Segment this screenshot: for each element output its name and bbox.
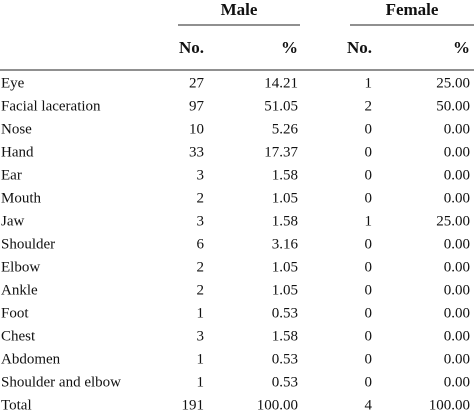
- cell: 3: [197, 213, 205, 229]
- row-label: Shoulder and elbow: [1, 374, 121, 390]
- cell: 0: [365, 121, 373, 137]
- cell: 6: [197, 236, 205, 252]
- cell: 1: [365, 213, 373, 229]
- cell: 0.00: [444, 259, 470, 275]
- row-label: Ear: [1, 167, 22, 183]
- cell: 1: [365, 75, 373, 91]
- row-label: Jaw: [1, 213, 24, 229]
- cell: 0.00: [444, 351, 470, 367]
- cell: 97: [189, 98, 205, 114]
- cell: 0.00: [444, 167, 470, 183]
- cell: 51.05: [264, 98, 298, 114]
- cell: 0.00: [444, 374, 470, 390]
- cell: 0.53: [272, 374, 298, 390]
- row-label: Eye: [1, 75, 25, 91]
- cell: 0.00: [444, 305, 470, 321]
- group-header: Female: [386, 0, 439, 19]
- cell: 0.00: [444, 190, 470, 206]
- cell: 0: [365, 282, 373, 298]
- cell: 0.00: [444, 121, 470, 137]
- cell: 1.05: [272, 259, 298, 275]
- row-label: Hand: [1, 144, 34, 160]
- row-label: Ankle: [1, 282, 38, 298]
- cell: 0.00: [444, 236, 470, 252]
- cell: 100.00: [257, 397, 298, 413]
- cell: 3.16: [272, 236, 299, 252]
- cell: 0: [365, 236, 373, 252]
- row-label: Mouth: [1, 190, 42, 206]
- cell: 1.58: [272, 167, 298, 183]
- cell: 1.58: [272, 213, 298, 229]
- cell: 2: [197, 259, 205, 275]
- column-header: %: [453, 38, 470, 57]
- cell: 0: [365, 351, 373, 367]
- cell: 2: [365, 98, 373, 114]
- cell: 3: [197, 167, 205, 183]
- cell: 14.21: [264, 75, 298, 91]
- cell: 10: [189, 121, 204, 137]
- row-label: Chest: [1, 328, 36, 344]
- cell: 0.53: [272, 351, 298, 367]
- cell: 17.37: [264, 144, 298, 160]
- cell: 0.00: [444, 282, 470, 298]
- cell: 27: [189, 75, 205, 91]
- row-label: Shoulder: [1, 236, 55, 252]
- cell: 0: [365, 144, 373, 160]
- cell: 1.05: [272, 190, 298, 206]
- cell: 4: [365, 397, 373, 413]
- row-label: Total: [1, 397, 32, 413]
- cell: 0.00: [444, 328, 470, 344]
- cell: 33: [189, 144, 204, 160]
- cell: 100.00: [429, 397, 470, 413]
- cell: 0: [365, 259, 373, 275]
- cell: 50.00: [436, 98, 470, 114]
- cell: 1.58: [272, 328, 298, 344]
- row-label: Abdomen: [1, 351, 61, 367]
- cell: 25.00: [436, 75, 470, 91]
- row-label: Elbow: [1, 259, 40, 275]
- row-label: Facial laceration: [1, 98, 101, 114]
- cell: 2: [197, 190, 205, 206]
- cell: 25.00: [436, 213, 470, 229]
- cell: 3: [197, 328, 205, 344]
- cell: 0: [365, 167, 373, 183]
- cell: 5.26: [272, 121, 299, 137]
- row-label: Foot: [1, 305, 29, 321]
- cell: 0: [365, 374, 373, 390]
- column-header: No.: [347, 38, 372, 57]
- cell: 1: [197, 305, 205, 321]
- column-header: No.: [179, 38, 204, 57]
- cell: 1: [197, 351, 205, 367]
- cell: 0: [365, 190, 373, 206]
- column-header: %: [281, 38, 298, 57]
- cell: 191: [182, 397, 205, 413]
- group-header: Male: [221, 0, 258, 19]
- cell: 1: [197, 374, 205, 390]
- cell: 0.00: [444, 144, 470, 160]
- cell: 2: [197, 282, 205, 298]
- row-label: Nose: [1, 121, 32, 137]
- cell: 0: [365, 328, 373, 344]
- cell: 0.53: [272, 305, 298, 321]
- cell: 0: [365, 305, 373, 321]
- cell: 1.05: [272, 282, 298, 298]
